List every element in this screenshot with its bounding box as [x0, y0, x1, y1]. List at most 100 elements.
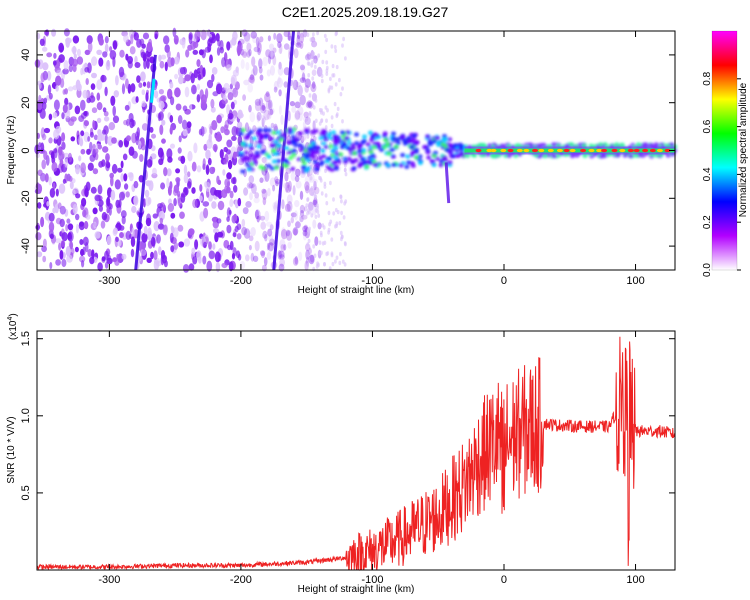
noise-speck	[261, 157, 267, 163]
snr-ylabel: SNR (10 * V/V)	[6, 416, 17, 483]
noise-speck	[245, 254, 250, 262]
noise-speck	[302, 232, 307, 241]
noise-speck	[305, 249, 310, 260]
noise-speck	[335, 223, 338, 228]
noise-speck	[72, 35, 80, 44]
noise-speck	[35, 224, 41, 230]
noise-speck	[58, 146, 63, 156]
noise-speck	[223, 124, 229, 131]
x-tick-label: 100	[626, 275, 644, 287]
noise-speck	[266, 69, 271, 77]
noise-speck	[148, 38, 153, 48]
noise-speck	[272, 205, 278, 214]
noise-speck	[290, 212, 297, 218]
noise-speck	[256, 114, 260, 123]
noise-speck	[145, 217, 152, 227]
noise-speck	[304, 181, 310, 191]
noise-speck	[161, 138, 166, 144]
noise-speck	[287, 31, 291, 41]
noise-speck	[141, 123, 149, 131]
noise-speck	[344, 242, 347, 247]
noise-speck	[102, 146, 109, 153]
noise-speck	[241, 51, 248, 58]
noise-speck	[69, 241, 74, 250]
noise-speck	[177, 115, 183, 124]
noise-speck	[295, 81, 301, 88]
noise-speck	[312, 120, 316, 131]
noise-speck	[310, 205, 317, 216]
spectrogram-ylabel: Frequency (Hz)	[6, 116, 17, 185]
noise-speck	[117, 167, 123, 173]
snr-multiplier: (x104)	[7, 313, 19, 340]
noise-speck	[49, 262, 53, 270]
noise-speck	[75, 213, 80, 221]
noise-speck	[300, 65, 306, 74]
noise-speck	[272, 184, 276, 192]
noise-speck	[74, 105, 81, 115]
noise-speck	[78, 135, 83, 146]
noise-speck	[333, 44, 337, 50]
streak	[272, 30, 295, 271]
noise-speck	[186, 121, 192, 129]
noise-speck	[62, 178, 66, 184]
noise-speck	[142, 81, 147, 87]
noise-speck	[62, 104, 68, 114]
noise-speck	[125, 53, 129, 61]
noise-speck	[237, 197, 242, 207]
noise-speck	[263, 172, 267, 183]
noise-speck	[260, 250, 266, 256]
noise-speck	[341, 119, 344, 124]
noise-speck	[253, 46, 260, 53]
noise-speck	[250, 31, 258, 39]
noise-speck	[269, 43, 274, 50]
noise-speck	[326, 251, 330, 256]
noise-speck	[167, 203, 175, 212]
noise-speck	[340, 210, 343, 216]
noise-speck	[318, 240, 322, 245]
noise-speck	[170, 57, 175, 67]
noise-speck	[278, 263, 285, 272]
noise-speck	[188, 33, 193, 45]
noise-speck	[130, 236, 136, 247]
colorbar-tick-label: 0.6	[702, 119, 713, 133]
noise-speck	[156, 234, 161, 244]
noise-speck	[287, 110, 291, 122]
noise-speck	[143, 225, 148, 235]
y-tick-label: 40	[20, 49, 32, 61]
noise-speck	[314, 118, 318, 124]
noise-speck	[267, 187, 271, 197]
noise-speck	[273, 123, 278, 132]
noise-speck	[80, 130, 85, 137]
noise-speck	[304, 85, 309, 93]
noise-speck	[299, 94, 306, 106]
noise-speck	[152, 167, 157, 176]
noise-speck	[240, 59, 245, 70]
noise-speck	[200, 94, 207, 105]
noise-speck	[306, 32, 310, 37]
noise-speck	[92, 119, 96, 130]
noise-speck	[294, 110, 301, 120]
noise-speck	[55, 85, 59, 92]
noise-speck	[319, 230, 323, 236]
noise-speck	[246, 182, 254, 189]
noise-speck	[92, 168, 99, 175]
noise-speck	[160, 95, 167, 102]
noise-speck	[145, 92, 149, 102]
noise-speck	[72, 203, 78, 215]
noise-speck	[79, 255, 86, 263]
noise-speck	[264, 234, 268, 242]
noise-speck	[155, 260, 162, 267]
noise-speck	[302, 229, 308, 237]
noise-speck	[294, 101, 301, 109]
noise-speck	[203, 143, 208, 151]
noise-speck	[136, 75, 141, 83]
noise-speck	[208, 133, 212, 143]
noise-speck	[66, 254, 73, 263]
noise-speck	[76, 56, 84, 65]
noise-speck	[248, 183, 255, 189]
noise-speck	[323, 184, 327, 189]
noise-speck	[85, 78, 89, 85]
noise-speck	[175, 103, 182, 111]
noise-speck	[109, 46, 113, 52]
